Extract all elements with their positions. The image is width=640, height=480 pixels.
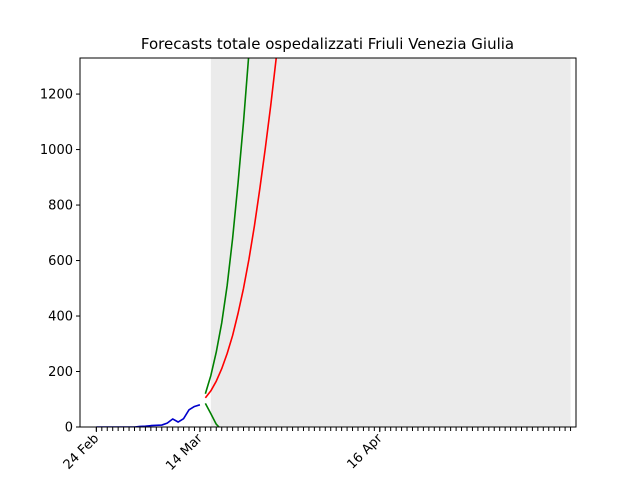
x-tick-label: 24 Feb [61,431,103,473]
plot-area: 0 200 400 600 800 1000 1200 24 Feb 14 Mar 16 Apr [40,57,577,474]
y-tick-label: 1200 [40,88,73,103]
series-line-2 [204,403,220,427]
y-tick-label: 0 [65,421,73,436]
y-tick-label: 200 [48,365,73,380]
x-tick-label: 14 Mar [163,431,206,474]
series-line-0 [96,404,201,427]
y-tick-label: 400 [48,310,73,325]
x-tick-label: 16 Apr [344,431,386,473]
series-line-1 [204,58,250,394]
series-line-3 [204,58,278,399]
axes-frame [79,57,577,428]
chart-title: Forecasts totale ospedalizzati Friuli Ve… [141,35,514,53]
y-tick-label: 800 [48,199,73,214]
y-tick-label: 600 [48,254,73,269]
forecast-region [210,58,571,427]
y-tick-label: 1000 [40,143,73,158]
